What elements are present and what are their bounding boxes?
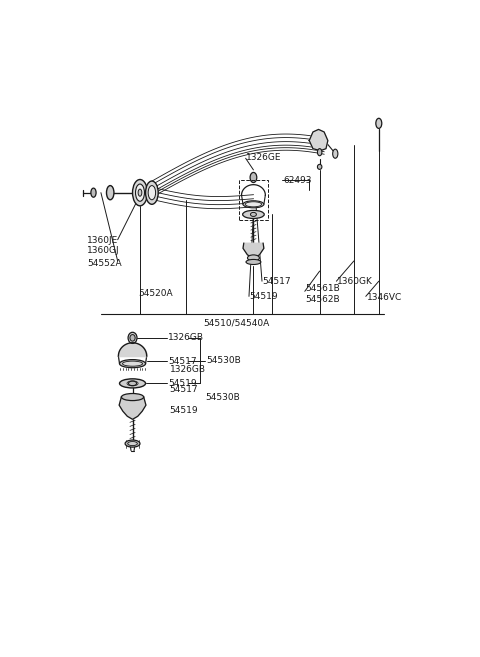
Ellipse shape [129,381,137,386]
Ellipse shape [121,394,144,401]
Polygon shape [309,129,328,150]
Ellipse shape [248,255,259,261]
Ellipse shape [122,361,143,366]
Text: 54519: 54519 [170,406,198,415]
Ellipse shape [317,148,322,156]
Ellipse shape [120,359,145,368]
Ellipse shape [132,179,147,206]
Text: 1326GE: 1326GE [246,153,281,162]
Ellipse shape [148,185,156,200]
Ellipse shape [251,212,256,216]
Text: 54517: 54517 [263,277,291,286]
Text: 54510/54540A: 54510/54540A [204,318,270,327]
Ellipse shape [125,440,140,447]
Text: 54520A: 54520A [138,289,173,298]
Ellipse shape [250,172,257,183]
Text: 54519: 54519 [250,292,278,301]
Polygon shape [243,243,264,258]
Ellipse shape [246,260,261,265]
Text: 1326GB: 1326GB [170,365,206,374]
Ellipse shape [376,118,382,128]
Text: 1360JE
1360GJ: 1360JE 1360GJ [87,236,120,256]
Text: 54552A: 54552A [87,259,121,268]
Text: 1346VC: 1346VC [367,294,402,302]
Text: 54517: 54517 [170,386,198,394]
Text: 54517: 54517 [168,357,196,366]
Text: 54561B
54562B: 54561B 54562B [305,284,340,304]
Text: 54530B: 54530B [205,393,240,402]
Text: 1360GK: 1360GK [337,277,373,286]
Ellipse shape [333,149,338,158]
Ellipse shape [243,201,264,208]
Text: 62493: 62493 [283,175,312,185]
Ellipse shape [130,334,135,341]
Ellipse shape [145,181,158,204]
Ellipse shape [245,202,262,207]
Text: 54519: 54519 [168,379,196,388]
Ellipse shape [317,164,322,170]
Ellipse shape [243,210,264,219]
Text: 1326GB: 1326GB [168,333,204,342]
Ellipse shape [135,184,144,201]
Polygon shape [119,397,146,419]
Ellipse shape [120,379,145,388]
Ellipse shape [91,188,96,197]
Text: 54530B: 54530B [206,356,241,365]
Ellipse shape [107,185,114,200]
Ellipse shape [128,442,137,445]
Ellipse shape [128,332,137,344]
Ellipse shape [138,189,142,196]
